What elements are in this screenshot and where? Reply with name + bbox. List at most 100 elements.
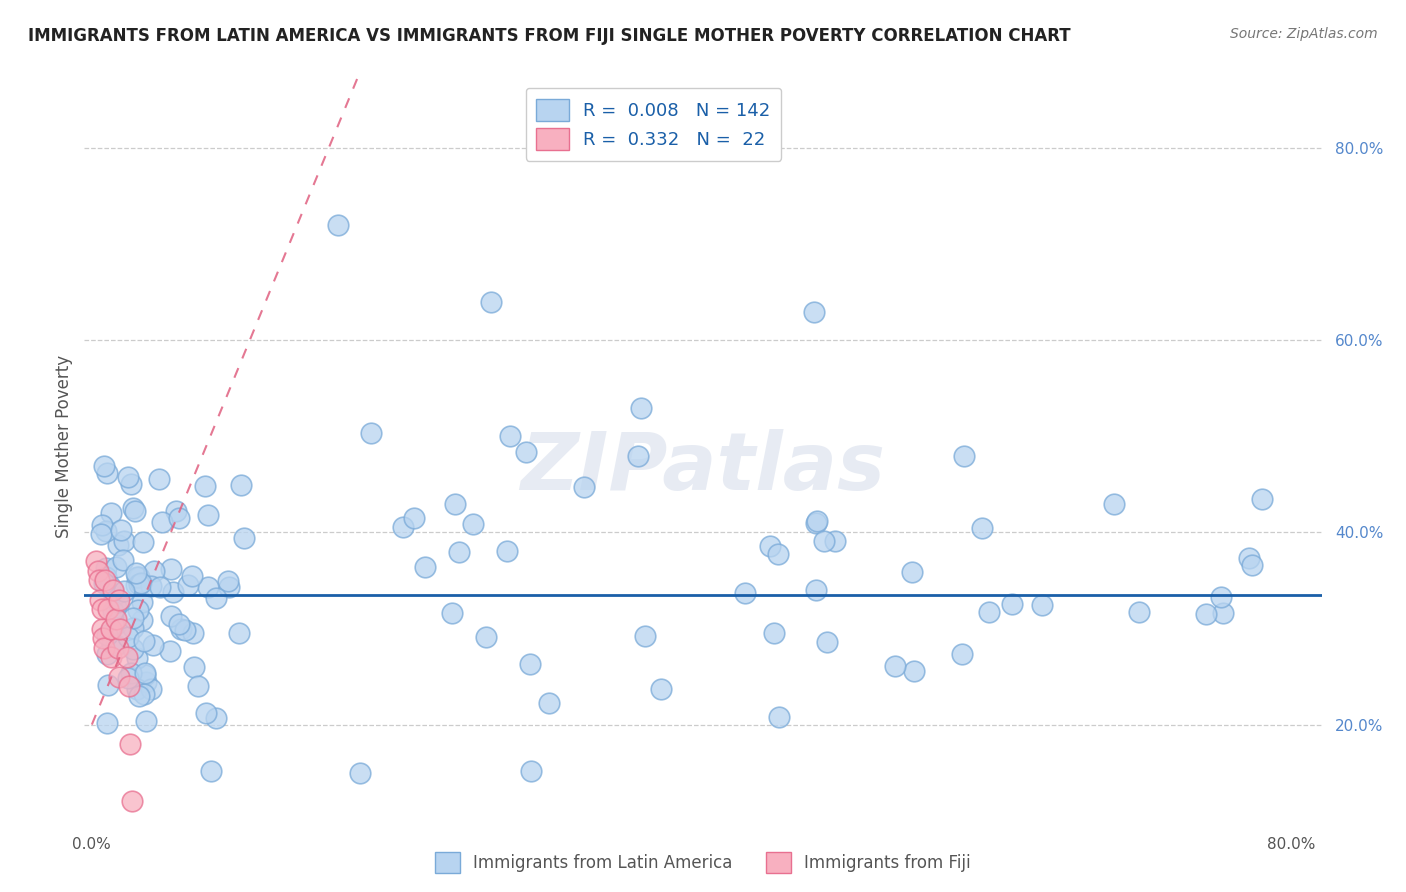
Point bbox=[122, 641, 145, 656]
Point bbox=[392, 520, 415, 534]
Point bbox=[96, 627, 118, 641]
Point bbox=[813, 533, 835, 548]
Point bbox=[121, 794, 143, 808]
Point bbox=[121, 501, 143, 516]
Point bbox=[194, 706, 217, 720]
Point bbox=[1102, 497, 1125, 511]
Point bbox=[1128, 605, 1150, 619]
Point bbox=[131, 595, 153, 609]
Point bbox=[93, 574, 115, 588]
Point bbox=[104, 638, 127, 652]
Point bbox=[413, 560, 436, 574]
Point bbox=[328, 218, 350, 232]
Point bbox=[734, 586, 756, 600]
Point bbox=[228, 626, 250, 640]
Text: IMMIGRANTS FROM LATIN AMERICA VS IMMIGRANTS FROM FIJI SINGLE MOTHER POVERTY CORR: IMMIGRANTS FROM LATIN AMERICA VS IMMIGRA… bbox=[28, 27, 1071, 45]
Point bbox=[125, 681, 148, 696]
Point bbox=[173, 624, 195, 638]
Point bbox=[884, 659, 907, 673]
Point bbox=[89, 592, 111, 607]
Point bbox=[804, 582, 827, 597]
Point bbox=[115, 650, 138, 665]
Point bbox=[110, 622, 132, 636]
Point bbox=[103, 583, 125, 598]
Point bbox=[134, 668, 156, 682]
Point bbox=[165, 504, 187, 518]
Point bbox=[127, 651, 149, 665]
Point bbox=[149, 581, 172, 595]
Point bbox=[94, 560, 117, 574]
Point bbox=[93, 459, 115, 474]
Point bbox=[232, 531, 254, 545]
Point bbox=[1195, 607, 1218, 621]
Point bbox=[128, 570, 150, 584]
Point bbox=[139, 682, 162, 697]
Legend: Immigrants from Latin America, Immigrants from Fiji: Immigrants from Latin America, Immigrant… bbox=[429, 846, 977, 880]
Point bbox=[197, 508, 219, 522]
Point bbox=[127, 603, 149, 617]
Point bbox=[135, 675, 157, 690]
Point bbox=[87, 564, 110, 578]
Point bbox=[815, 635, 838, 649]
Point bbox=[104, 617, 127, 632]
Point bbox=[1240, 558, 1263, 572]
Point bbox=[440, 606, 463, 620]
Point bbox=[520, 764, 543, 778]
Point bbox=[803, 304, 825, 318]
Point bbox=[634, 629, 657, 643]
Point bbox=[205, 591, 228, 605]
Point bbox=[187, 679, 209, 693]
Point bbox=[160, 608, 183, 623]
Point bbox=[1237, 550, 1260, 565]
Point bbox=[824, 533, 846, 548]
Point bbox=[132, 535, 155, 549]
Point bbox=[96, 715, 118, 730]
Point bbox=[901, 566, 924, 580]
Point bbox=[217, 574, 239, 589]
Point bbox=[449, 544, 471, 558]
Point bbox=[159, 643, 181, 657]
Point bbox=[759, 540, 782, 554]
Point bbox=[495, 543, 517, 558]
Point bbox=[112, 583, 135, 598]
Point bbox=[90, 517, 112, 532]
Point bbox=[97, 678, 120, 692]
Point bbox=[142, 565, 165, 579]
Point bbox=[100, 622, 122, 636]
Point bbox=[96, 466, 118, 480]
Point bbox=[100, 650, 122, 665]
Point bbox=[107, 595, 129, 609]
Point bbox=[128, 689, 150, 703]
Point bbox=[117, 630, 139, 644]
Point bbox=[139, 579, 162, 593]
Point bbox=[105, 612, 128, 626]
Point bbox=[1212, 607, 1234, 621]
Point bbox=[977, 605, 1000, 619]
Point bbox=[86, 554, 108, 568]
Point bbox=[120, 737, 142, 751]
Point bbox=[402, 511, 425, 525]
Point bbox=[537, 696, 560, 710]
Point bbox=[200, 764, 222, 778]
Point bbox=[231, 478, 253, 492]
Point bbox=[110, 523, 132, 537]
Point bbox=[111, 553, 134, 567]
Point bbox=[630, 401, 652, 415]
Point bbox=[1250, 491, 1272, 506]
Point bbox=[1001, 598, 1024, 612]
Point bbox=[90, 602, 112, 616]
Point bbox=[952, 449, 974, 463]
Point bbox=[96, 524, 118, 538]
Point bbox=[90, 622, 112, 636]
Point bbox=[131, 613, 153, 627]
Point bbox=[132, 633, 155, 648]
Point bbox=[134, 665, 156, 680]
Point bbox=[349, 765, 371, 780]
Point bbox=[96, 647, 118, 661]
Point bbox=[218, 580, 240, 594]
Point bbox=[93, 640, 115, 655]
Point bbox=[125, 570, 148, 584]
Point bbox=[205, 711, 228, 725]
Point bbox=[650, 682, 672, 697]
Point bbox=[103, 589, 125, 603]
